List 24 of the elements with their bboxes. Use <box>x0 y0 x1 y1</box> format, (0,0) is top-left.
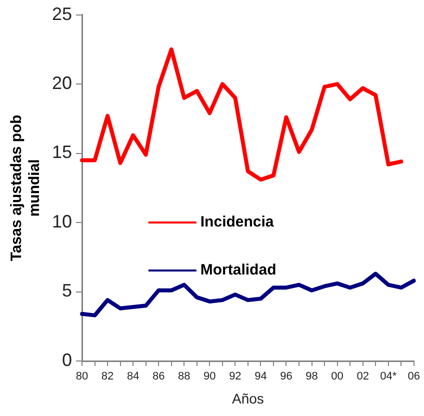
x-tick-label: 94 <box>254 370 267 383</box>
legend-label: Incidencia <box>200 214 274 231</box>
x-tick-label: 90 <box>204 370 216 383</box>
x-tick-label: 98 <box>306 370 318 383</box>
x-tick-label: 86 <box>152 370 165 383</box>
legend-label: Mortalidad <box>200 262 276 279</box>
y-tick-label: 10 <box>52 211 72 232</box>
y-tick-label: 15 <box>52 142 72 162</box>
y-tick-label: 0 <box>62 350 72 370</box>
x-tick-label: 00 <box>331 370 344 383</box>
x-tick-label: 06 <box>408 370 420 383</box>
y-tick-label: 25 <box>52 4 72 24</box>
x-tick-label: 82 <box>101 370 114 383</box>
y-axis-title: Tasas ajustadas pob mundial <box>8 114 44 262</box>
x-tick-label: 84 <box>126 370 140 383</box>
y-tick-label: 20 <box>52 73 72 94</box>
x-tick-label: 02 <box>356 370 369 383</box>
x-tick-label: 88 <box>178 370 190 383</box>
x-tick-label: 96 <box>280 370 292 383</box>
x-tick-label: 80 <box>76 370 88 383</box>
y-tick-label: 5 <box>62 280 72 301</box>
x-axis-title: Años <box>232 390 264 406</box>
x-tick-label: 04* <box>380 370 398 383</box>
x-tick-label: 92 <box>229 370 242 383</box>
